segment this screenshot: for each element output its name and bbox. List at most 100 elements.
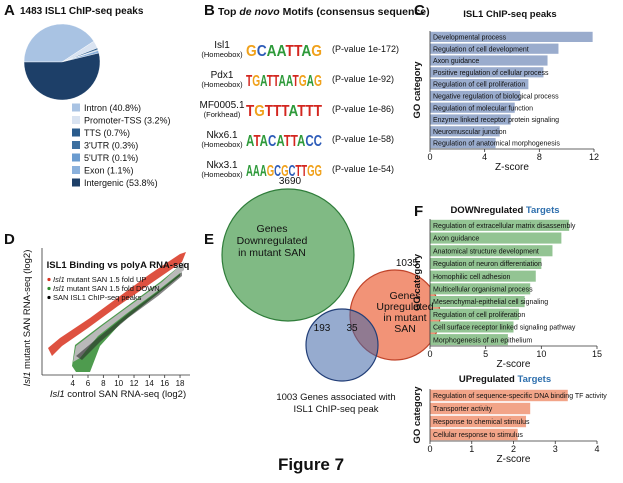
x-axis-label: Z-score	[497, 359, 531, 370]
category-label: Regulation of extracellular matrix disas…	[433, 223, 576, 230]
legend-value: (3.2%)	[144, 116, 171, 126]
title-text: DOWNregulated	[450, 205, 523, 216]
motif-family: (Homeobox)	[201, 140, 243, 149]
x-tick-label: 10	[536, 349, 546, 359]
bar	[430, 232, 562, 244]
x-tick-label: 18	[176, 379, 185, 388]
label-em: Isl1	[50, 389, 65, 400]
legend-label: Intron (40.8%)	[84, 103, 141, 113]
bar	[430, 402, 531, 415]
bar	[430, 90, 521, 101]
title-post: Motifs (consensus sequence)	[280, 6, 430, 18]
category-label: Cellular response to stimulus	[433, 432, 523, 439]
x-tick-label: 14	[145, 379, 154, 388]
motif-name: Nkx6.1	[206, 130, 238, 141]
legend-label: Intergenic (53.8%)	[84, 178, 158, 188]
motif-name: MF0005.1	[199, 100, 244, 111]
bar	[430, 321, 514, 333]
category-label: Regulation of molecular function	[433, 105, 533, 112]
motif-pvalue: (P-value 1e-86)	[332, 104, 394, 114]
scatter-cloud	[48, 252, 186, 372]
category-label: Regulation of cell proliferation	[433, 312, 525, 319]
legend-dot	[47, 277, 51, 282]
panel-label: E	[204, 231, 214, 248]
motif-logo: TGATTAATGAG	[246, 73, 322, 90]
motif-family: (Forkhead)	[204, 110, 241, 119]
motif-title: Top de novo Motifs (consensus sequence)	[218, 6, 430, 18]
legend-swatch	[72, 141, 80, 149]
x-tick-label: 3	[553, 444, 558, 454]
title-text: UPregulated	[459, 374, 515, 385]
label-text: SAN ISL1 ChIP-seq peaks	[53, 293, 142, 302]
legend-category: 5'UTR	[84, 153, 110, 163]
chart-title: ISL1 Binding vs polyA RNA-seq	[47, 260, 190, 271]
set-label: ISL1 ChIP-seq peak	[293, 404, 378, 415]
bar	[430, 334, 508, 346]
x-tick-label: 4	[594, 444, 599, 454]
bar	[430, 55, 548, 66]
category-label: Anatomical structure development	[433, 248, 539, 255]
set-label: Downregulated	[237, 235, 308, 247]
legend-dot	[47, 286, 51, 291]
set-label: SAN	[394, 323, 416, 335]
bar	[430, 31, 593, 42]
bar	[430, 43, 559, 54]
legend-swatch	[72, 178, 80, 187]
legend-category: 3'UTR	[84, 141, 110, 151]
legend-value: (0.1%)	[112, 153, 139, 163]
chart-title: DOWNregulated Targets	[450, 205, 559, 216]
title-highlight: Targets	[526, 205, 560, 216]
label-text: mutant SAN 1.5 fold DOWN	[65, 284, 160, 293]
bar	[430, 308, 520, 320]
x-tick-label: 5	[483, 349, 488, 359]
legend-label: Exon (1.1%)	[84, 166, 134, 176]
motif-pvalue: (P-value 1e-92)	[332, 74, 394, 84]
x-tick-label: 15	[592, 349, 602, 359]
count-label: 3690	[279, 176, 302, 187]
motif-family: (Homeobox)	[201, 80, 243, 89]
category-label: Transporter activity	[433, 406, 493, 413]
x-tick-label: 0	[427, 444, 432, 454]
chart-title: ISL1 ChIP-seq peaks	[463, 9, 556, 20]
label-em: Isl1	[22, 372, 33, 387]
bar	[430, 270, 536, 282]
x-tick-label: 10	[114, 379, 123, 388]
legend-label: SAN ISL1 ChIP-seq peaks	[53, 293, 142, 302]
count-label: 193	[314, 323, 331, 334]
bar	[430, 126, 500, 137]
panel-label: B	[204, 2, 215, 19]
label-em: Isl1	[53, 275, 65, 284]
x-tick-label: 0	[427, 152, 432, 162]
y-axis-label: Isl1 mutant SAN RNA-seq (log2)	[22, 250, 33, 387]
legend-category: Intergenic	[84, 178, 124, 188]
count-label: 1035	[396, 258, 419, 269]
x-tick-label: 6	[86, 379, 91, 388]
legend-label: TTS (0.7%)	[84, 128, 130, 138]
motif-name: Isl1	[214, 40, 230, 51]
legend-category: Exon	[84, 166, 105, 176]
legend-dot	[47, 295, 51, 300]
x-tick-label: 4	[482, 152, 487, 162]
set-label: in mutant SAN	[238, 247, 306, 259]
y-axis-label: GO category	[412, 386, 423, 444]
legend-category: TTS	[84, 128, 101, 138]
legend-swatch	[72, 166, 80, 174]
title-highlight: Targets	[517, 374, 551, 385]
motif-logo: TGTTTATTT	[246, 103, 322, 120]
title-em: de novo	[239, 6, 280, 18]
set-label: 1003 Genes associated with	[276, 392, 395, 403]
category-label: Homophilic cell adhesion	[433, 274, 511, 281]
x-tick-label: 0	[427, 349, 432, 359]
x-tick-label: 16	[160, 379, 169, 388]
bar	[430, 67, 544, 78]
label-text: control SAN RNA-seq (log2)	[65, 389, 186, 400]
x-axis-label: Z-score	[495, 162, 529, 173]
figure-title: Figure 7	[278, 455, 344, 474]
panel-label: F	[414, 203, 423, 220]
chart-title: 1483 ISL1 ChIP-seq peaks	[20, 6, 144, 17]
pie-slice	[23, 52, 101, 101]
label-text: mutant SAN RNA-seq (log2)	[22, 250, 33, 372]
category-label: Negative regulation of biological proces…	[433, 94, 559, 101]
label-text: mutant SAN 1.5 fold UP	[65, 275, 147, 284]
motif-logo: ATACATTACC	[246, 133, 322, 150]
